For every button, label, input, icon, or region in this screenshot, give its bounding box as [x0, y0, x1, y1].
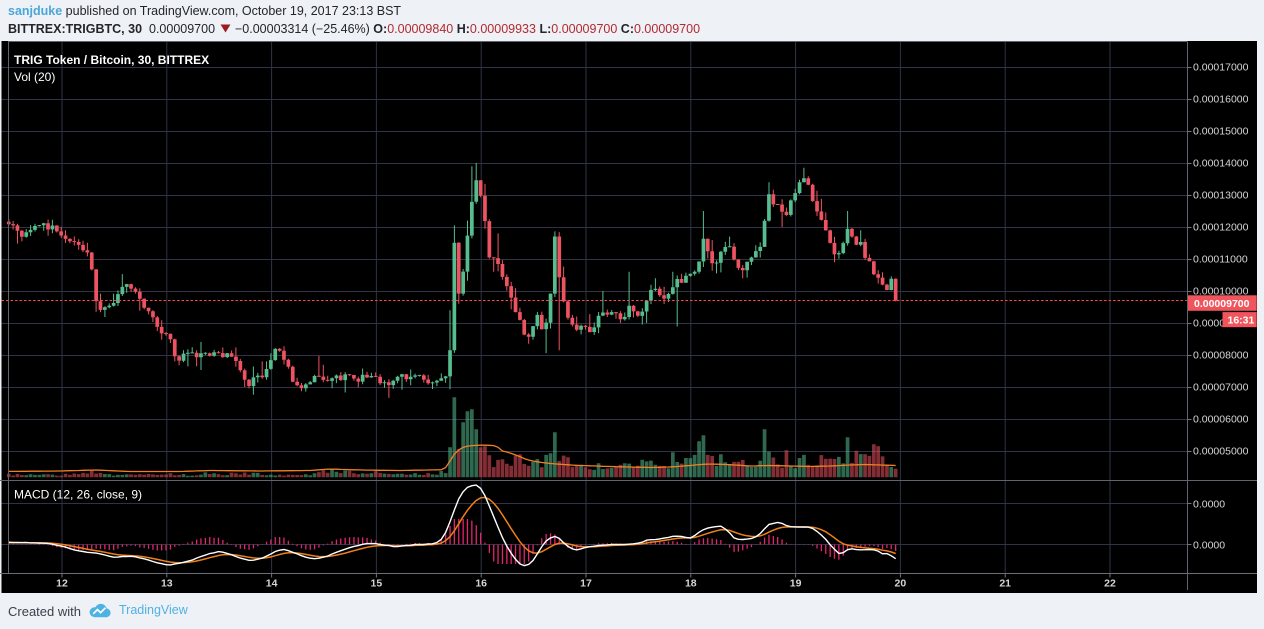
svg-text:0.0000: 0.0000 [1193, 499, 1225, 511]
svg-text:0.00007000: 0.00007000 [1193, 382, 1249, 394]
svg-text:0.00006000: 0.00006000 [1193, 414, 1249, 426]
svg-text:15: 15 [371, 578, 383, 590]
svg-text:MACD (12, 26, close, 9): MACD (12, 26, close, 9) [14, 488, 142, 502]
svg-text:0.00017000: 0.00017000 [1193, 62, 1249, 74]
svg-text:0.00015000: 0.00015000 [1193, 126, 1249, 138]
svg-text:17: 17 [580, 578, 592, 590]
svg-text:0.00013000: 0.00013000 [1193, 190, 1249, 202]
svg-text:Vol (20): Vol (20) [14, 70, 55, 84]
svg-text:16: 16 [475, 578, 487, 590]
svg-text:0.0000: 0.0000 [1193, 540, 1225, 552]
svg-text:19: 19 [790, 578, 802, 590]
svg-text:16:31: 16:31 [1228, 314, 1255, 326]
svg-text:20: 20 [895, 578, 907, 590]
svg-text:22: 22 [1104, 578, 1116, 590]
svg-text:0.00008000: 0.00008000 [1193, 350, 1249, 362]
svg-text:0.00011000: 0.00011000 [1193, 254, 1248, 266]
svg-text:21: 21 [999, 578, 1011, 590]
svg-text:TRIG Token / Bitcoin, 30, BITT: TRIG Token / Bitcoin, 30, BITTREX [14, 53, 209, 67]
svg-text:0.00010000: 0.00010000 [1193, 286, 1249, 298]
svg-text:0.00014000: 0.00014000 [1193, 158, 1249, 170]
svg-text:0.00016000: 0.00016000 [1193, 94, 1249, 106]
svg-text:0.00009700: 0.00009700 [1194, 298, 1250, 310]
svg-text:0.00012000: 0.00012000 [1193, 222, 1249, 234]
svg-text:14: 14 [266, 578, 278, 590]
svg-text:13: 13 [161, 578, 173, 590]
svg-text:12: 12 [56, 578, 68, 590]
svg-text:18: 18 [685, 578, 697, 590]
svg-text:0.00005000: 0.00005000 [1193, 446, 1249, 458]
